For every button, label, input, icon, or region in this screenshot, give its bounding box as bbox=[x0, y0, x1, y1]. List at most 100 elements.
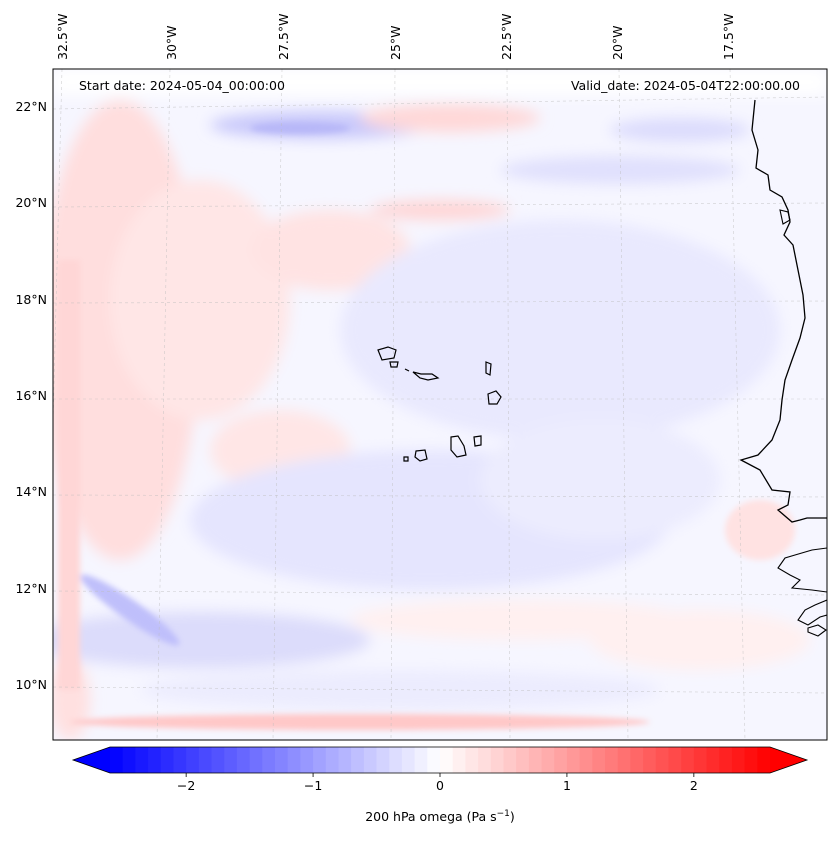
colorbar-extend-low bbox=[73, 747, 110, 773]
lat-tick-label: 22°N bbox=[15, 99, 47, 114]
colorbar-tick-label: −2 bbox=[177, 778, 195, 793]
lon-tick-label: 27.5°W bbox=[276, 14, 291, 60]
colorbar-segment bbox=[592, 747, 606, 773]
colorbar-segment bbox=[376, 747, 390, 773]
lat-tick-label: 10°N bbox=[15, 677, 47, 692]
colorbar-segment bbox=[516, 747, 530, 773]
colorbar-segment bbox=[173, 747, 187, 773]
colorbar-segment bbox=[236, 747, 251, 773]
gridlines bbox=[53, 69, 827, 740]
lon-tick-label: 17.5°W bbox=[721, 14, 736, 60]
colorbar-segment bbox=[325, 747, 340, 773]
latitude-ticks: 22°N 20°N 18°N 16°N 14°N 12°N 10°N bbox=[15, 99, 47, 692]
colorbar-tick-label: 2 bbox=[690, 778, 698, 793]
colorbar-segment bbox=[490, 747, 505, 773]
colorbar-label-exponent: −1 bbox=[497, 809, 510, 819]
colorbar-segment bbox=[351, 747, 365, 773]
colorbar-segment bbox=[414, 747, 428, 773]
lon-tick-label: 22.5°W bbox=[499, 14, 514, 60]
colorbar-segment bbox=[719, 747, 733, 773]
colorbar-segment bbox=[186, 747, 200, 773]
colorbar-segment bbox=[668, 747, 682, 773]
colorbar-label-text: 200 hPa omega (Pa s bbox=[365, 809, 496, 824]
colorbar-tick-label: 0 bbox=[436, 778, 444, 793]
colorbar-segment bbox=[478, 747, 492, 773]
colorbar-segment bbox=[110, 747, 124, 773]
colorbar-segment bbox=[617, 747, 631, 773]
colorbar-tick-label: 1 bbox=[563, 778, 571, 793]
lat-tick-label: 16°N bbox=[15, 388, 47, 403]
maio bbox=[473, 435, 482, 447]
colorbar-segment bbox=[338, 747, 352, 773]
colorbar-segment bbox=[122, 747, 136, 773]
colorbar-segment bbox=[148, 747, 162, 773]
lat-tick-label: 18°N bbox=[15, 292, 47, 307]
sao-nicolau bbox=[412, 371, 440, 381]
colorbar-ticks: −2 −1 0 1 2 bbox=[177, 773, 698, 793]
field-strong-features bbox=[58, 122, 795, 730]
colorbar-outline bbox=[71, 746, 809, 774]
plot-frame bbox=[52, 68, 828, 741]
coast-gambia-guinea bbox=[777, 547, 827, 593]
colorbar-segment bbox=[160, 747, 175, 773]
colorbar-segment bbox=[401, 747, 416, 773]
colorbar-segment bbox=[211, 747, 225, 773]
colorbar-segment bbox=[249, 747, 263, 773]
colorbar-label: 200 hPa omega (Pa s−1) bbox=[365, 809, 515, 824]
lon-tick-label: 32.5°W bbox=[55, 14, 70, 60]
santa-luzia bbox=[404, 368, 410, 372]
colorbar-segment bbox=[440, 747, 454, 773]
colorbar-segment bbox=[135, 747, 149, 773]
colorbar-segment bbox=[566, 747, 581, 773]
colorbar-segment bbox=[681, 747, 695, 773]
colorbar: −2 −1 0 1 2 bbox=[71, 746, 809, 793]
colorbar-segment bbox=[300, 747, 314, 773]
sal bbox=[485, 361, 492, 376]
valid-date-label: Valid_date: 2024-05-04T22:00:00.00 bbox=[571, 78, 800, 93]
lat-tick-label: 12°N bbox=[15, 581, 47, 596]
colorbar-segment bbox=[554, 747, 568, 773]
colorbar-segment bbox=[693, 747, 708, 773]
colorbar-segment bbox=[503, 747, 517, 773]
lat-tick-label: 20°N bbox=[15, 195, 47, 210]
field-blobs bbox=[53, 69, 827, 740]
colorbar-segment bbox=[363, 747, 378, 773]
boa-vista bbox=[487, 390, 502, 405]
colorbar-segment bbox=[643, 747, 657, 773]
cape-verde-islands bbox=[377, 346, 502, 462]
colorbar-segment bbox=[630, 747, 644, 773]
colorbar-label-close: ) bbox=[510, 809, 515, 824]
colorbar-extend-high bbox=[770, 747, 807, 773]
fogo bbox=[414, 449, 428, 462]
start-date-label: Start date: 2024-05-04_00:00:00 bbox=[79, 78, 285, 93]
colorbar-segment bbox=[655, 747, 670, 773]
omega-field bbox=[53, 69, 827, 740]
colorbar-segment bbox=[224, 747, 238, 773]
colorbar-segment bbox=[287, 747, 301, 773]
colorbar-segment bbox=[579, 747, 593, 773]
lon-tick-label: 30°W bbox=[164, 25, 179, 60]
coast-dakar-spit bbox=[779, 209, 791, 225]
coast-south bbox=[807, 624, 827, 637]
brava bbox=[403, 456, 409, 462]
colorbar-segment bbox=[465, 747, 479, 773]
colorbar-segment bbox=[389, 747, 403, 773]
colorbar-segment bbox=[731, 747, 746, 773]
colorbar-segment bbox=[275, 747, 289, 773]
colorbar-tick-label: −1 bbox=[304, 778, 322, 793]
lat-tick-label: 14°N bbox=[15, 484, 47, 499]
colorbar-segment bbox=[541, 747, 555, 773]
coast-bissagos bbox=[797, 599, 827, 626]
lon-tick-label: 20°W bbox=[610, 25, 625, 60]
colorbar-segment bbox=[198, 747, 213, 773]
west-africa-coastline bbox=[739, 99, 827, 523]
colorbar-segment bbox=[706, 747, 720, 773]
colorbar-segment bbox=[528, 747, 543, 773]
colorbar-segment bbox=[605, 747, 619, 773]
colorbar-segment bbox=[452, 747, 466, 773]
colorbar-segment bbox=[744, 747, 758, 773]
sao-vicente bbox=[389, 361, 399, 368]
longitude-ticks: 32.5°W 30°W 27.5°W 25°W 22.5°W 20°W 17.5… bbox=[55, 14, 736, 60]
santiago bbox=[450, 435, 467, 458]
